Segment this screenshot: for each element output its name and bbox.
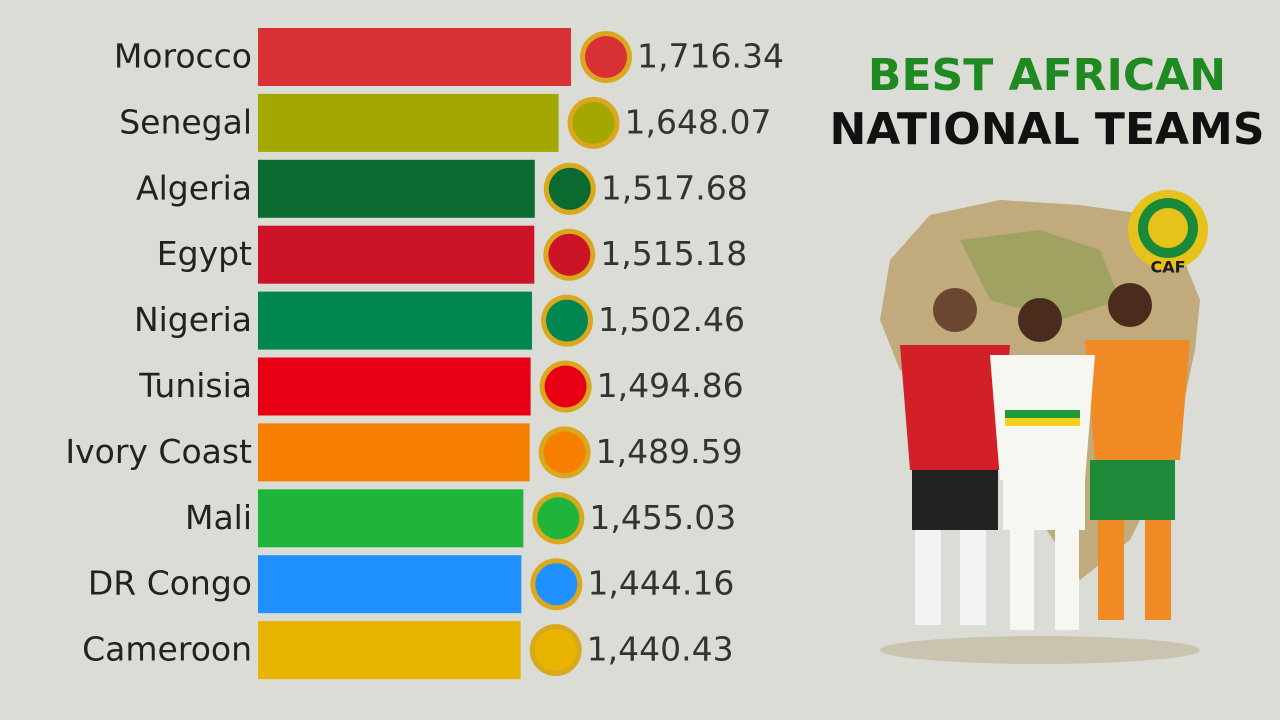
category-label: Senegal xyxy=(119,102,252,141)
category-label: Morocco xyxy=(114,37,252,76)
bar xyxy=(258,291,532,350)
category-label: Cameroon xyxy=(82,630,252,669)
value-label: 1,455.03 xyxy=(589,498,736,537)
flag-icon xyxy=(544,365,587,408)
value-label: 1,502.46 xyxy=(598,300,745,339)
bar xyxy=(258,93,559,152)
bar xyxy=(258,357,531,416)
bar xyxy=(258,555,522,614)
value-label: 1,440.43 xyxy=(587,630,734,669)
flag-icon xyxy=(535,563,578,606)
flag-icon xyxy=(585,36,627,78)
category-label: Ivory Coast xyxy=(65,432,252,471)
flag-icon xyxy=(537,497,580,540)
flag-icon xyxy=(548,167,591,210)
value-label: 1,444.16 xyxy=(587,564,734,603)
bar xyxy=(258,225,535,284)
value-label: 1,515.18 xyxy=(600,234,747,273)
flag-icon xyxy=(572,101,615,144)
category-label: Algeria xyxy=(136,168,252,207)
category-label: DR Congo xyxy=(88,564,252,603)
value-label: 1,517.68 xyxy=(601,168,748,207)
bar xyxy=(258,489,524,548)
category-label: Mali xyxy=(185,498,252,537)
value-label: 1,494.86 xyxy=(597,366,744,405)
flag-icon xyxy=(545,299,588,342)
bar xyxy=(258,621,521,680)
value-label: 1,716.34 xyxy=(637,37,784,76)
flag-icon xyxy=(534,629,577,672)
category-label: Nigeria xyxy=(134,300,252,339)
value-label: 1,648.07 xyxy=(625,102,772,141)
flag-icon xyxy=(543,431,586,474)
logo-text: CAF xyxy=(1150,258,1185,277)
bar xyxy=(258,159,535,218)
bar xyxy=(258,423,530,482)
illustration xyxy=(880,190,1208,664)
chart-title: BEST AFRICAN xyxy=(868,50,1226,101)
category-label: Tunisia xyxy=(138,366,252,405)
flag-icon xyxy=(548,233,591,276)
value-label: 1,489.59 xyxy=(596,432,743,471)
bar xyxy=(258,28,571,86)
category-label: Egypt xyxy=(157,234,252,273)
chart-title: NATIONAL TEAMS xyxy=(829,104,1264,155)
